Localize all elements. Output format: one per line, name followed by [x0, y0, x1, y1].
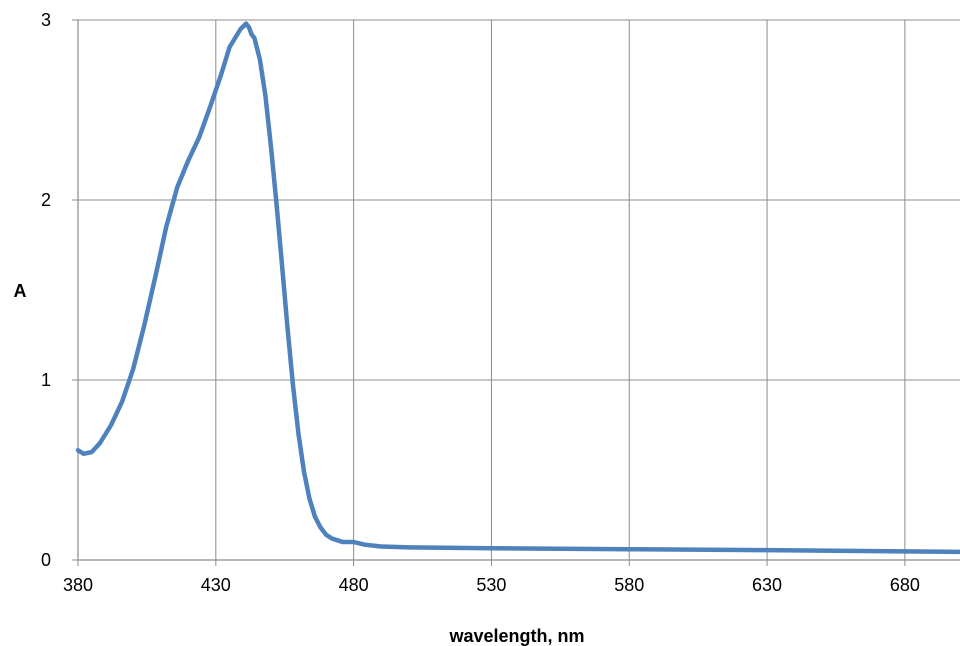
x-tick-label: 630	[752, 575, 782, 595]
x-tick-labels: 380 430 480 530 580 630 680	[63, 575, 920, 595]
axes	[72, 19, 960, 566]
y-tick-label: 1	[41, 370, 51, 390]
series-line	[75, 21, 960, 555]
y-tick-label: 0	[41, 550, 51, 570]
x-tick-label: 480	[339, 575, 369, 595]
x-tick-label: 680	[890, 575, 920, 595]
y-axis-title: A	[14, 281, 27, 301]
x-tick-label: 430	[201, 575, 231, 595]
y-tick-label: 3	[41, 10, 51, 30]
x-tick-label: 580	[614, 575, 644, 595]
y-tick-label: 2	[41, 190, 51, 210]
x-tick-label: 380	[63, 575, 93, 595]
series-layer	[75, 21, 960, 555]
x-tick-label: 530	[476, 575, 506, 595]
y-tick-labels: 0 1 2 3	[41, 10, 51, 570]
gridlines	[78, 19, 960, 560]
x-axis-title: wavelength, nm	[448, 626, 584, 646]
